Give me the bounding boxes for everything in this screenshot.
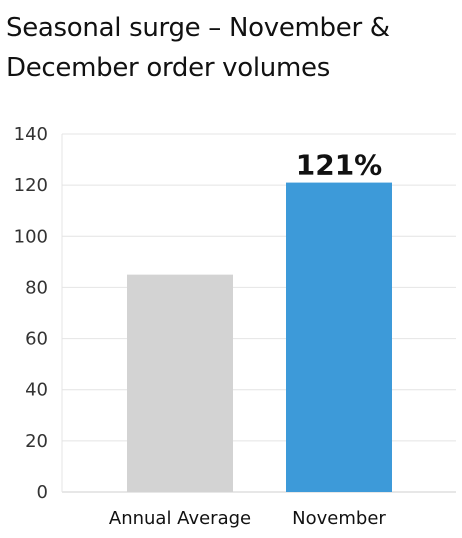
bar-november bbox=[286, 182, 392, 493]
data-labels: 121% bbox=[296, 149, 383, 182]
y-tick-label: 60 bbox=[25, 329, 48, 350]
chart-title-line-1: Seasonal surge – November & bbox=[6, 13, 390, 43]
data-label: 121% bbox=[296, 149, 383, 182]
chart-title-line-2: December order volumes bbox=[6, 53, 330, 83]
y-tick-label: 0 bbox=[37, 482, 48, 503]
x-tick-label: Annual Average bbox=[109, 508, 251, 529]
y-tick-label: 140 bbox=[14, 124, 48, 145]
y-tick-label: 100 bbox=[14, 226, 48, 247]
y-tick-label: 40 bbox=[25, 380, 48, 401]
bars bbox=[127, 182, 392, 493]
gridlines bbox=[62, 133, 456, 493]
y-tick-label: 120 bbox=[14, 175, 48, 196]
x-tick-label: November bbox=[292, 508, 386, 529]
x-axis: Annual Average November bbox=[109, 508, 387, 529]
y-tick-label: 20 bbox=[25, 431, 48, 452]
y-tick-label: 80 bbox=[25, 277, 48, 298]
bar-annual-average bbox=[127, 274, 233, 492]
chart-title: Seasonal surge – November & December ord… bbox=[6, 8, 462, 88]
y-axis: 0 20 40 60 80 100 120 140 bbox=[14, 124, 63, 503]
